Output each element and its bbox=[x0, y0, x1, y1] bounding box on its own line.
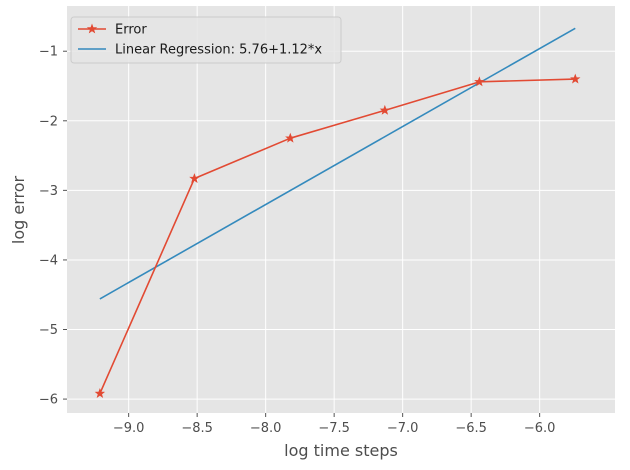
y-axis-label: log error bbox=[9, 175, 28, 244]
x-tick-label: −6.5 bbox=[455, 421, 487, 436]
y-tick-label: −3 bbox=[39, 184, 58, 199]
x-axis-ticks: −9.0 −8.5 −8.0 −7.5 −7.0 −6.5 −6.0 bbox=[113, 413, 556, 436]
y-tick-label: −4 bbox=[39, 253, 58, 268]
data-point-marker bbox=[285, 132, 296, 143]
x-tick-label: −7.5 bbox=[318, 421, 350, 436]
legend-label: Linear Regression: 5.76+1.12*x bbox=[115, 43, 322, 58]
legend: Error Linear Regression: 5.76+1.12*x bbox=[70, 16, 342, 64]
data-point-marker bbox=[189, 173, 200, 183]
legend-label: Error bbox=[115, 23, 147, 38]
y-tick-label: −2 bbox=[39, 114, 58, 129]
y-tick-label: −1 bbox=[39, 45, 58, 60]
x-tick-label: −7.0 bbox=[387, 421, 419, 436]
x-tick-label: −9.0 bbox=[113, 421, 145, 436]
plot-background bbox=[67, 6, 615, 413]
y-axis-ticks: −6 −5 −4 −3 −2 −1 bbox=[39, 45, 67, 408]
legend-marker bbox=[86, 23, 98, 34]
x-tick-label: −8.5 bbox=[181, 421, 213, 436]
data-point-marker bbox=[94, 388, 106, 398]
series-line-1 bbox=[99, 27, 576, 300]
series-layer bbox=[94, 27, 581, 398]
y-tick-label: −6 bbox=[39, 393, 58, 408]
legend-box bbox=[70, 16, 342, 64]
data-point-marker bbox=[570, 73, 581, 84]
data-point-marker bbox=[474, 76, 485, 87]
x-tick-label: −6.0 bbox=[524, 421, 556, 436]
data-point-marker bbox=[379, 104, 391, 115]
x-axis-label: log time steps bbox=[284, 441, 398, 460]
y-tick-label: −5 bbox=[39, 323, 58, 338]
x-tick-label: −8.0 bbox=[250, 421, 282, 436]
series-line-0 bbox=[99, 78, 576, 394]
